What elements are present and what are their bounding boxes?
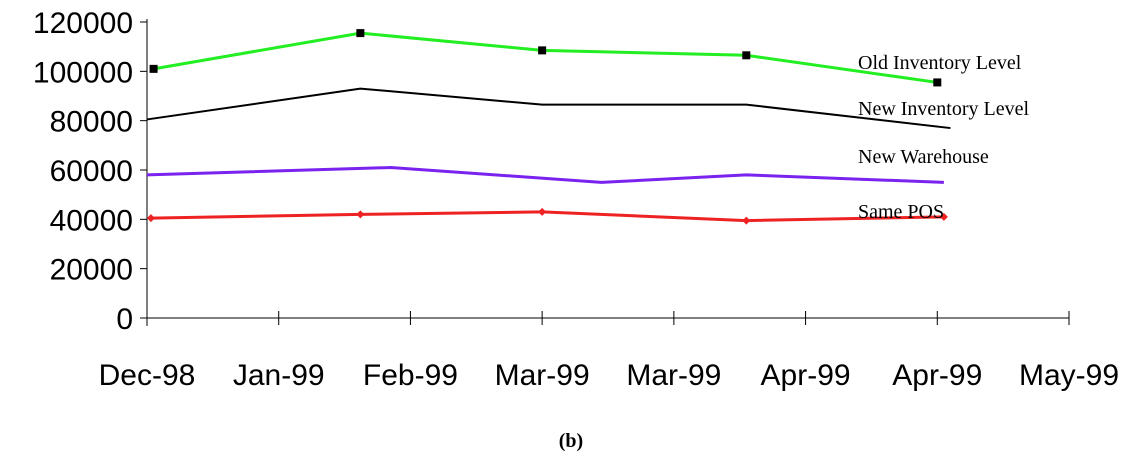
- y-tick-label: 20000: [50, 254, 133, 287]
- data-point: [939, 212, 948, 221]
- figure-caption: (b): [559, 430, 583, 452]
- x-tick-label: Feb-99: [363, 359, 458, 392]
- data-point: [933, 78, 942, 87]
- y-tick-label: 40000: [50, 204, 133, 237]
- series-labels: Old Inventory Level New Inventory Level Ne…: [858, 52, 1029, 223]
- series-label: Same POS: [858, 201, 944, 223]
- x-tick-label: Apr-99: [761, 359, 851, 392]
- series-label: New Warehouse: [858, 146, 989, 168]
- x-tick-label: Apr-99: [892, 359, 982, 392]
- series-line: [146, 87, 951, 130]
- data-point: [742, 51, 751, 60]
- data-point: [538, 207, 547, 216]
- y-tick-label: 0: [116, 303, 133, 336]
- series-label: New Inventory Level: [858, 98, 1029, 120]
- series-label: Old Inventory Level: [858, 52, 1022, 74]
- data-point: [149, 64, 158, 73]
- series-line: [150, 210, 944, 223]
- x-tick-label: Dec-98: [99, 359, 196, 392]
- data-point: [356, 29, 365, 38]
- x-tick-label: May-99: [1019, 359, 1119, 392]
- data-point: [356, 210, 365, 219]
- y-tick-label: 80000: [50, 106, 133, 139]
- data-point: [742, 216, 751, 225]
- series-layer: [146, 29, 951, 225]
- y-tick-label: 60000: [50, 155, 133, 188]
- x-tick-label: Mar-99: [495, 359, 590, 392]
- x-tick-label: Jan-99: [233, 359, 325, 392]
- y-tick-label: 120000: [33, 7, 133, 40]
- y-tick-group: 0 20000 40000 60000 80000 100000 120000: [33, 7, 147, 336]
- y-tick-label: 100000: [33, 56, 133, 89]
- x-tick-label: Mar-99: [626, 359, 721, 392]
- series-line: [146, 166, 944, 184]
- data-point: [146, 214, 155, 223]
- data-point: [538, 46, 547, 55]
- axes: [146, 19, 1069, 326]
- series-line: [153, 31, 938, 84]
- x-tick-group: Dec-98 Jan-99 Feb-99 Mar-99 Mar-99 Apr-99 Apr-…: [99, 311, 1119, 392]
